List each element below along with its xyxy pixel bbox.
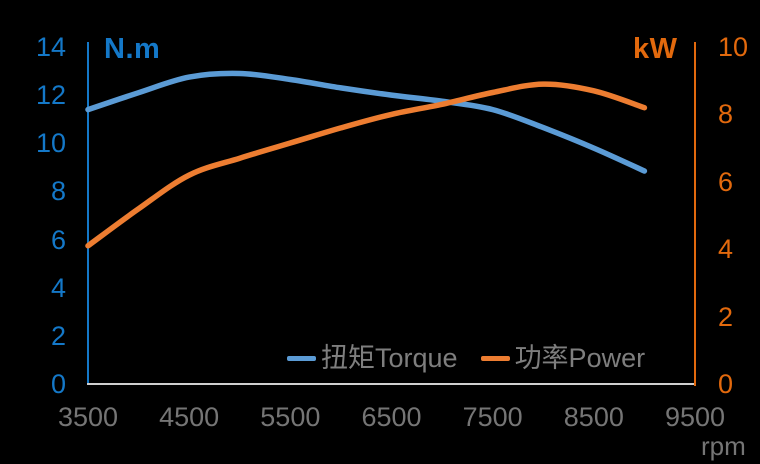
left-axis-tick-label: 12 [35, 80, 66, 111]
torque-curve [85, 70, 648, 174]
right-axis-tick-label: 6 [718, 166, 734, 197]
right-axis-tick-label: 0 [718, 369, 734, 399]
torque-series-dash-icon [287, 355, 316, 361]
left-axis-tick-label: 4 [50, 272, 66, 303]
right-axis-title: kW [633, 33, 678, 65]
right-axis-tick-label: 10 [718, 32, 749, 62]
right-axis-tick-label: 2 [718, 301, 734, 332]
x-axis-tick-label: 8500 [563, 402, 624, 432]
x-axis-tick-label: 3500 [57, 402, 119, 432]
left-axis-tick-label: 10 [35, 128, 66, 159]
x-axis-unit-label: rpm [701, 431, 746, 461]
legend-item-torque: 扭矩Torque [287, 343, 458, 373]
left-axis-tick-label: 2 [50, 320, 66, 351]
right-axis-tick-label: 8 [718, 99, 734, 130]
left-axis-tick-label: 0 [50, 369, 66, 399]
x-axis-tick-label: 4500 [159, 402, 220, 432]
legend: 扭矩Torque 功率Power [287, 343, 645, 373]
right-axis-tick-label: 4 [718, 234, 734, 265]
x-axis-tick-label: 5500 [260, 402, 321, 432]
x-axis-tick-label: 9500 [664, 402, 726, 432]
left-axis-tick-label: 14 [35, 32, 66, 62]
power-curve [85, 81, 648, 249]
x-axis-tick-label: 7500 [462, 402, 523, 432]
power-series-dash-icon [480, 355, 510, 361]
torque-legend-label: 扭矩Torque [321, 343, 458, 373]
x-axis-tick-label: 6500 [361, 402, 422, 432]
legend-item-power: 功率Power [480, 343, 646, 373]
left-axis-title: N.m [104, 33, 161, 65]
power-legend-label: 功率Power [514, 343, 646, 373]
left-axis-tick-label: 6 [50, 224, 66, 255]
left-axis-tick-label: 8 [50, 176, 66, 207]
